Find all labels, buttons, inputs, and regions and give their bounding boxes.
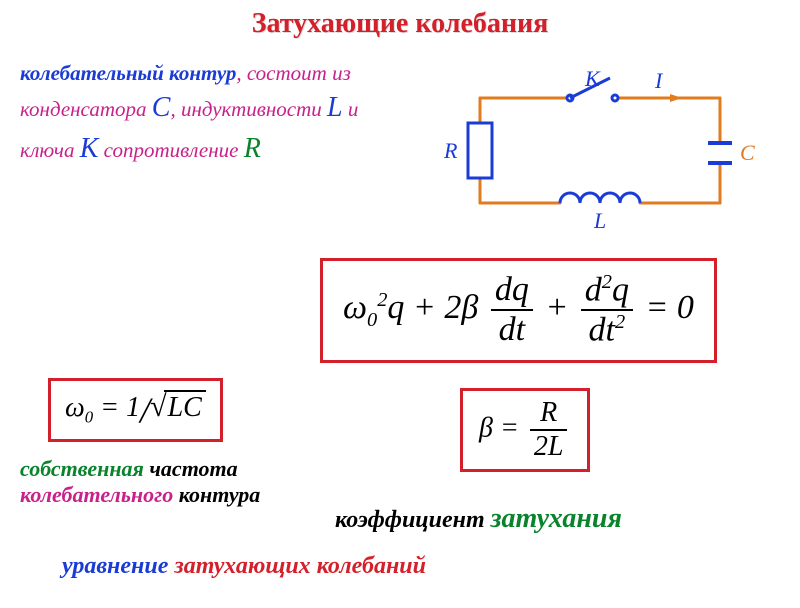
of-omega: ω	[65, 392, 85, 423]
mf-sup2a: 2	[377, 289, 387, 311]
intro-5: и	[343, 97, 359, 121]
var-R: R	[244, 133, 261, 164]
intro-7: сопротивление	[98, 138, 243, 162]
label-R: R	[443, 138, 458, 163]
of-sub0: 0	[85, 408, 93, 427]
mf-dt1: dt	[491, 311, 533, 349]
intro-6: ключа	[20, 138, 80, 162]
title-text: Затухающие колебания	[252, 8, 549, 39]
mf-eq0: = 0	[645, 289, 693, 326]
mf-sub0: 0	[367, 309, 377, 331]
mf-sup2b: 2	[602, 271, 612, 293]
bf-L: L	[548, 431, 564, 462]
intro-1: колебательный контур	[20, 61, 236, 85]
dl-1: коэффициент	[335, 507, 491, 533]
eql-2: затухающих колебаний	[174, 553, 426, 579]
label-L: L	[593, 208, 606, 228]
mf-beta: β	[461, 289, 478, 326]
el-2a: колебательного	[20, 482, 173, 507]
bf-frac: R 2L	[530, 397, 568, 463]
label-K: K	[584, 68, 601, 91]
dl-2: затухания	[491, 503, 622, 534]
of-LC: LC	[164, 390, 206, 424]
var-L: L	[327, 92, 343, 123]
mf-q1: q	[387, 289, 404, 326]
main-formula: ω02q + 2β dq dt + d2q dt2 = 0	[320, 258, 717, 363]
label-C: C	[740, 140, 755, 165]
of-slash: /	[140, 390, 150, 430]
mf-d2n: d	[585, 271, 602, 308]
mf-frac1: dq dt	[491, 271, 533, 349]
beta-formula: β = R 2L	[460, 388, 590, 472]
intro-3: конденсатора	[20, 97, 152, 121]
mf-plus2: +	[545, 289, 576, 326]
el-2b: контура	[173, 482, 260, 507]
bf-2: 2	[534, 431, 548, 462]
el-1a: собственная	[20, 456, 144, 481]
intro-2: , состоит из	[236, 61, 350, 85]
mf-q2: q	[612, 271, 629, 308]
mf-dq: dq	[491, 271, 533, 311]
eql-1: уравнение	[62, 553, 174, 579]
mf-plus1: +	[404, 289, 444, 326]
mf-frac2: d2q dt2	[581, 271, 633, 350]
mf-2: 2	[444, 289, 461, 326]
circuit-diagram: K I R L C	[440, 68, 760, 228]
var-C: С	[152, 92, 171, 123]
el-1b: частота	[144, 456, 238, 481]
mf-omega: ω	[343, 289, 367, 326]
omega-formula: ω0 = 1/√LC	[48, 378, 223, 442]
page-title: Затухающие колебания	[0, 8, 800, 40]
damping-label: коэффициент затухания	[335, 503, 622, 535]
bf-R: R	[530, 397, 568, 431]
mf-sup2c: 2	[615, 311, 625, 333]
of-eq: = 1	[93, 392, 140, 423]
bf-beta: β	[479, 412, 493, 443]
label-I: I	[654, 68, 664, 93]
var-K: K	[80, 133, 99, 164]
intro-4: , индуктивности	[170, 97, 327, 121]
intro-text: колебательный контур, состоит из конденс…	[20, 58, 420, 170]
mf-dt2: dt	[589, 312, 615, 349]
bf-eq: =	[493, 412, 526, 443]
eigenfreq-label: собственная частота колебательного конту…	[20, 456, 260, 509]
equation-label: уравнение затухающих колебаний	[62, 553, 426, 580]
